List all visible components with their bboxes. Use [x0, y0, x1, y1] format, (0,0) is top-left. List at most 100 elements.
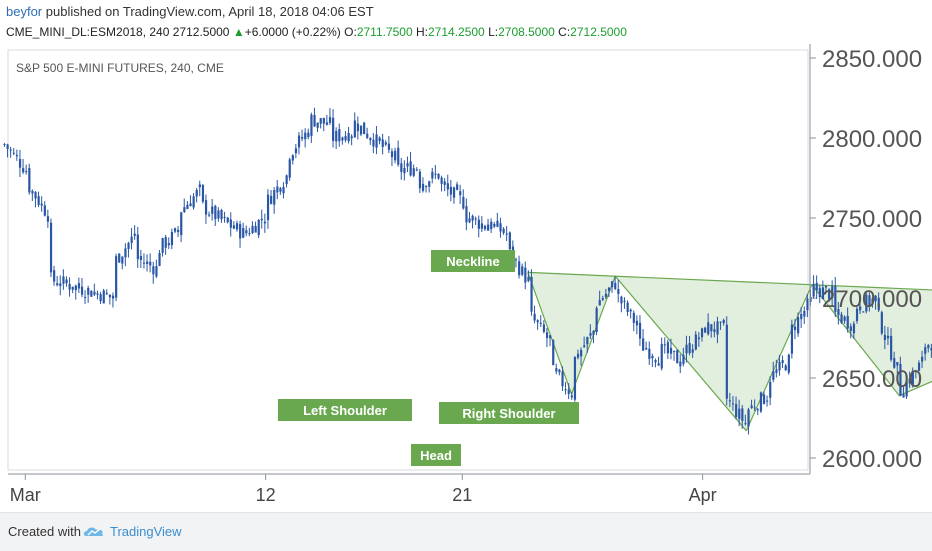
- candle-body: [626, 302, 629, 313]
- candle-layer: [3, 107, 932, 435]
- candle-body: [474, 218, 477, 220]
- candle-body: [614, 282, 617, 290]
- candle-body: [34, 191, 37, 199]
- candle-body: [46, 216, 50, 222]
- candle-body: [716, 321, 719, 335]
- candle-body: [406, 163, 409, 167]
- candle-body: [685, 344, 688, 354]
- candle-body: [167, 243, 170, 246]
- candle-body: [56, 283, 59, 286]
- candle-body: [468, 218, 471, 223]
- candle-body: [328, 117, 332, 123]
- candle-body: [226, 217, 229, 223]
- candle-body: [456, 184, 459, 190]
- candle-body: [136, 234, 139, 260]
- candle-body: [25, 171, 28, 173]
- candle-body: [849, 326, 852, 332]
- candle-body: [607, 287, 611, 291]
- footer: Created with TradingView: [0, 512, 932, 551]
- x-tick-label: 12: [256, 485, 276, 505]
- candle-body: [161, 238, 164, 253]
- candle-body: [288, 159, 291, 178]
- candle-body: [304, 132, 307, 140]
- candle-body: [917, 362, 921, 371]
- tradingview-link[interactable]: TradingView: [110, 524, 182, 539]
- price-change: +6.0000 (+0.22%): [244, 25, 341, 39]
- candle-body: [93, 291, 96, 295]
- candle-body: [542, 324, 546, 332]
- candle-body: [384, 142, 387, 145]
- head-annotation-label: Head: [420, 448, 452, 463]
- candle-body: [883, 334, 887, 340]
- candle-body: [257, 219, 260, 236]
- candle-body: [378, 137, 381, 142]
- candle-body: [657, 363, 660, 366]
- candle-body: [90, 290, 93, 297]
- candle-body: [514, 259, 518, 261]
- candle-body: [778, 361, 781, 371]
- candle-body: [496, 220, 499, 227]
- candle-body: [96, 293, 99, 295]
- candle-body: [611, 281, 614, 288]
- candle-body: [921, 356, 924, 362]
- candle-body: [905, 381, 908, 397]
- candle-body: [815, 282, 818, 291]
- candle-body: [911, 370, 914, 385]
- candle-body: [31, 190, 34, 194]
- candle-body: [232, 225, 236, 229]
- left-shoulder-line: [527, 272, 573, 395]
- published-text: published on TradingView.com, April 18, …: [45, 4, 374, 19]
- candle-body: [589, 333, 592, 336]
- y-tick-label: 2650.000: [822, 366, 922, 393]
- time-axis[interactable]: Mar1221Apr16May: [10, 474, 932, 505]
- candle-body: [471, 215, 474, 221]
- y-tick-label: 2800.000: [822, 126, 922, 153]
- author-link[interactable]: beyfor: [6, 4, 43, 19]
- created-with-text: Created with: [8, 524, 81, 539]
- price-axis[interactable]: 2850.000 2800.000 2750.000 2700.000 2650.000…: [810, 46, 922, 473]
- candle-body: [539, 322, 542, 324]
- candle-body: [707, 322, 710, 335]
- candle-body: [586, 337, 589, 345]
- candle-body: [403, 168, 406, 174]
- candle-body: [735, 404, 738, 417]
- tradingview-cloud-icon[interactable]: [82, 523, 106, 539]
- candle-body: [747, 409, 750, 427]
- candle-body: [719, 321, 722, 323]
- candle-body: [366, 133, 369, 138]
- candle-body: [477, 219, 480, 229]
- candle-body: [62, 276, 65, 284]
- candle-body: [87, 287, 90, 295]
- candle-body: [896, 362, 899, 366]
- candle-body: [133, 233, 136, 236]
- candle-body: [868, 295, 871, 306]
- candle-body: [812, 283, 815, 297]
- candle-body: [797, 317, 800, 334]
- candle-body: [902, 394, 905, 398]
- candle-body: [595, 308, 598, 333]
- candle-body: [121, 256, 124, 264]
- candle-body: [564, 389, 567, 391]
- candle-body: [536, 320, 539, 323]
- candle-body: [102, 290, 105, 304]
- candle-body: [480, 223, 484, 229]
- candle-body: [834, 285, 837, 312]
- head-line: [614, 275, 747, 432]
- candle-body: [307, 132, 310, 138]
- candle-body: [338, 129, 341, 142]
- candle-body: [124, 248, 127, 258]
- candle-body: [790, 324, 794, 354]
- candle-body: [818, 288, 821, 298]
- candle-body: [425, 186, 428, 188]
- candle-body: [180, 212, 183, 236]
- high-value: 2714.2500: [428, 25, 485, 39]
- candle-body: [77, 283, 81, 289]
- candle-body: [821, 287, 825, 300]
- candle-body: [279, 188, 282, 192]
- candle-body: [204, 200, 208, 215]
- candle-body: [700, 328, 704, 338]
- candle-body: [74, 285, 77, 291]
- last-price: 2712.5000: [172, 25, 230, 39]
- candle-body: [781, 360, 784, 364]
